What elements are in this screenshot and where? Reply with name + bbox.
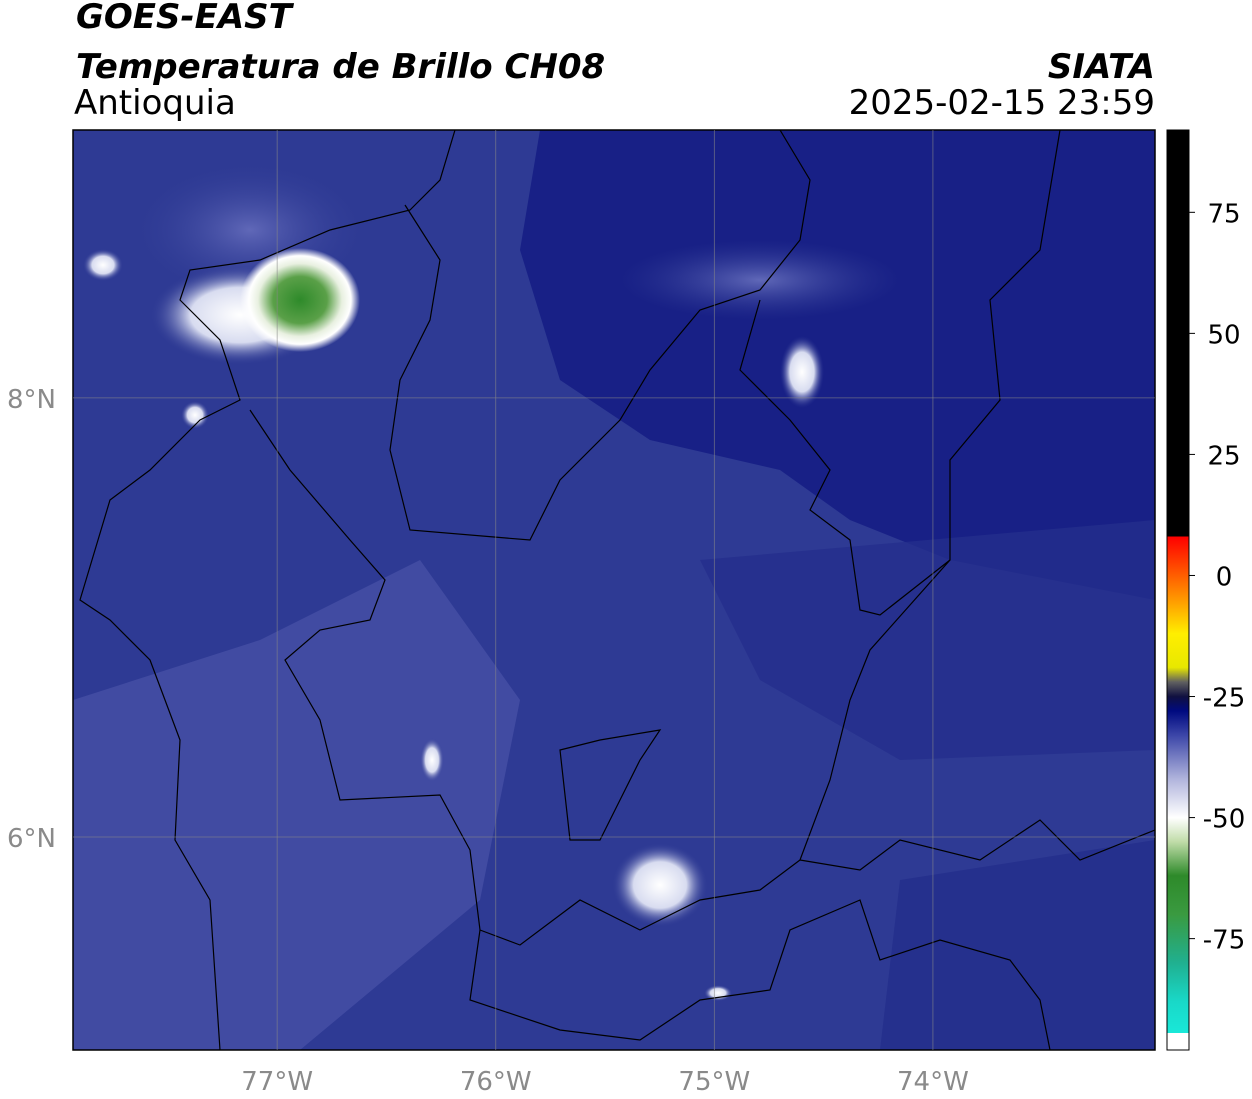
map-image [73,130,1155,1050]
cloud [83,249,123,281]
region-shade [73,560,520,1050]
colorbar-tick-label: -25 [1203,684,1245,714]
source: SIATA [1048,47,1155,87]
colorbar-tick-label: 0 [1216,562,1233,592]
colorbar-tick-label: -75 [1203,926,1245,956]
border [559,729,662,841]
region-shade [700,520,1155,760]
colorbar [1166,129,1190,1051]
region: Antioquia [74,83,236,123]
region-shade [880,840,1155,1050]
colorbar-tick-label: 75 [1207,199,1240,229]
x-tick-label: 75°W [678,1067,750,1097]
cloud [420,738,444,782]
map-frame [72,129,1156,1051]
x-tick-label: 77°W [241,1067,313,1097]
cloud-core [240,248,360,352]
cloud [620,240,900,320]
border [249,130,1061,946]
cloud [780,336,824,408]
y-tick-label: 8°N [7,385,56,415]
datetime: 2025-02-15 23:59 [849,83,1155,123]
colorbar-tick-label: -50 [1203,805,1245,835]
border [389,130,811,541]
colorbar-tick-label: 50 [1207,320,1240,350]
subtitle: Temperatura de Brillo CH08 [76,47,605,87]
border [469,899,1051,1050]
title: GOES-EAST [76,0,295,37]
colorbar-tick-label: 25 [1207,441,1240,471]
border [739,299,951,616]
y-tick-label: 6°N [7,824,56,854]
coastline [79,130,456,1050]
cloud [181,401,209,429]
border [799,819,1155,871]
x-tick-label: 76°W [460,1067,532,1097]
cloud [612,843,708,927]
x-tick-label: 74°W [897,1067,969,1097]
